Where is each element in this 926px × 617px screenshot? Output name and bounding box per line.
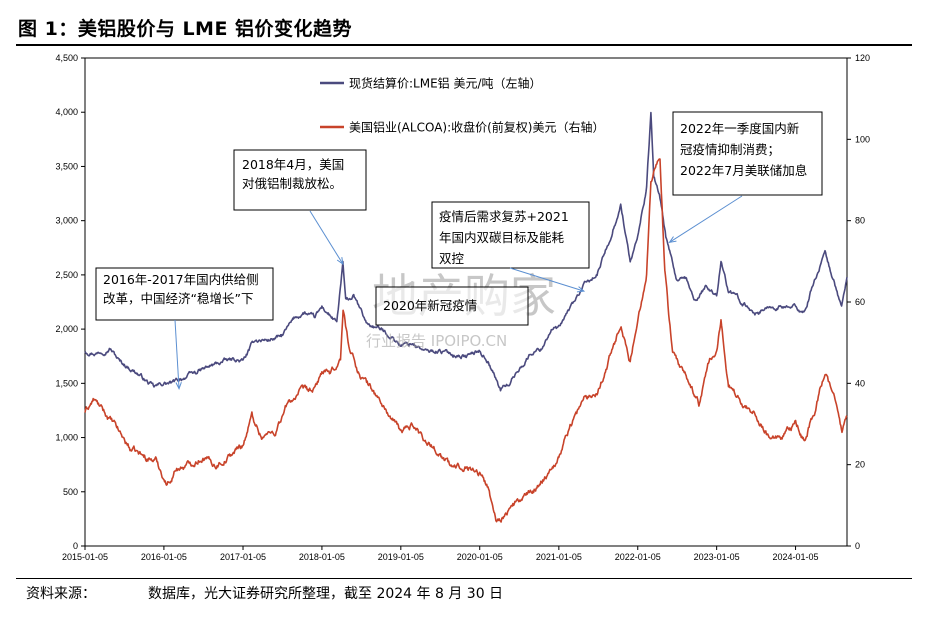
y-right-tick-label: 40 [855,378,865,388]
annotation-text: 改革，中国经济“稳增长”下 [103,291,253,306]
annotation-arrow [509,267,585,292]
y-left-tick-label: 1,500 [55,378,78,388]
annotation-text: 年国内双碳目标及能耗 [439,230,565,245]
series-line-alcoa [84,158,848,523]
y-left-tick-label: 2,500 [55,270,78,280]
y-left-tick-label: 1,000 [55,433,78,443]
annotation-text: 对俄铝制裁放松。 [242,176,342,191]
annotation-text: 双控 [439,251,465,266]
annotation-text: 2022年一季度国内新 [680,121,799,136]
y-right-tick-label: 120 [855,53,870,63]
series-line-lme-aluminum [84,111,848,392]
x-tick-label: 2022-01-05 [615,552,661,562]
y-left-tick-label: 2,000 [55,324,78,334]
y-left-tick-label: 3,000 [55,216,78,226]
annotation-box [431,201,590,269]
y-left-tick-label: 4,000 [55,107,78,117]
y-left-tick-label: 4,500 [55,53,78,63]
y-right-tick-label: 20 [855,460,865,470]
annotation-arrow-head [336,257,344,266]
annotation-box [672,111,823,196]
annotation-box [375,286,529,326]
x-tick-label: 2016-01-05 [141,552,187,562]
source-text: 数据库，光大证券研究所整理，截至 2024 年 8 月 30 日 [148,586,504,602]
chart-axes: 0 500 1,000 1,500 2,000 2,500 3,000 3,500 4,000 4… [55,53,870,562]
x-tick-label: 2019-01-05 [378,552,424,562]
x-tick-label: 2020-01-05 [457,552,503,562]
footer-rule [16,578,912,579]
y-left-tick-label: 0 [73,541,78,551]
chart-series [84,111,848,523]
annotation-arrow [174,319,180,389]
title-rule [16,44,912,46]
annotation-text: 疫情后需求复苏+2021 [439,209,569,224]
x-tick-label: 2024-01-05 [773,552,819,562]
annotation-arrow-head [175,381,182,391]
annotation-arrow [669,195,743,243]
y-right-tick-label: 60 [855,297,865,307]
page-title: 图 1：美铝股价与 LME 铝价变化趋势 [18,18,353,40]
source-label: 资料来源： [26,586,96,602]
annotation-arrow-head [576,286,586,293]
x-tick-label: 2015-01-05 [62,552,108,562]
legend-label: 现货结算价:LME铝 美元/吨（左轴） [349,76,542,91]
y-left-tick-label: 3,500 [55,161,78,171]
annotation-box [95,267,274,321]
watermark-sub: 行业报告 IPOIPO.CN [366,332,507,350]
annotation-box [233,149,367,211]
chart-legend: 现货结算价:LME铝 美元/吨（左轴） 美国铝业(ALCOA):收盘价(前复权)美… [320,76,605,135]
annotation-text: 2018年4月，美国 [242,157,344,172]
annotation-text: 冠疫情抑制消费； [680,142,780,157]
x-tick-label: 2017-01-05 [220,552,266,562]
y-right-tick-label: 0 [855,541,860,551]
x-tick-label: 2023-01-05 [694,552,740,562]
y-right-tick-label: 100 [855,134,870,144]
y-right-tick-label: 80 [855,216,865,226]
annotation-text: 2020年新冠疫情 [383,298,477,313]
x-tick-label: 2018-01-05 [299,552,345,562]
y-left-tick-label: 500 [63,487,78,497]
annotation-arrow-head [668,236,677,244]
annotation-text: 2022年7月美联储加息 [680,163,807,178]
legend-label: 美国铝业(ALCOA):收盘价(前复权)美元（右轴） [349,120,605,135]
source-note: 资料来源： 数据库，光大证券研究所整理，截至 2024 年 8 月 30 日 [26,583,503,603]
annotation-arrow [309,210,344,265]
x-tick-label: 2021-01-05 [536,552,582,562]
annotation-text: 2016年-2017年国内供给侧 [103,272,259,287]
